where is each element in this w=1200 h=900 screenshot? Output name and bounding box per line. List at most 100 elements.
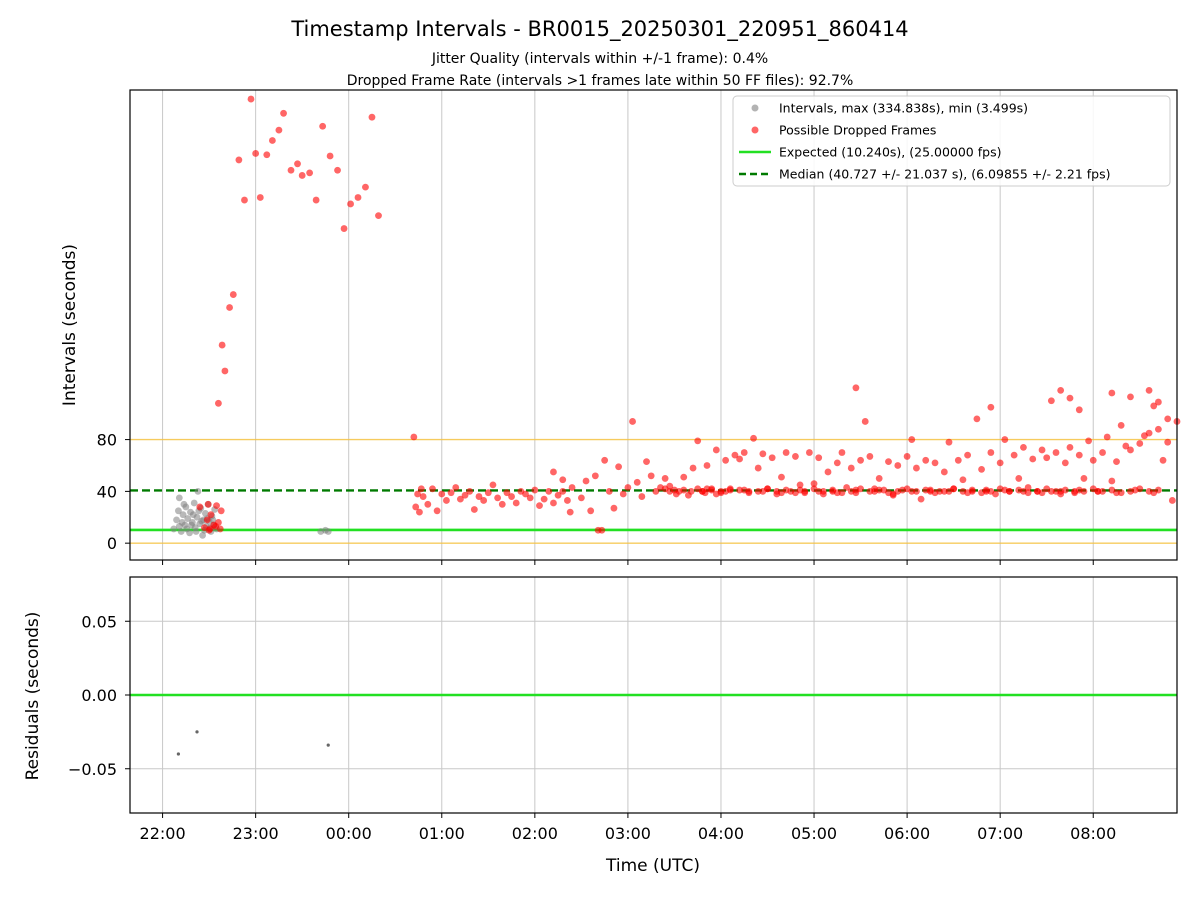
dropped-frame-point: [701, 489, 709, 497]
dropped-frame-point: [819, 487, 827, 495]
dropped-frame-point: [857, 456, 864, 464]
dropped-frame-point: [484, 489, 492, 497]
dropped-frame-point: [298, 172, 306, 179]
dropped-frame-point: [810, 485, 818, 493]
dropped-frame-point: [424, 500, 432, 508]
dropped-frame-point: [1127, 393, 1134, 401]
dropped-frame-point: [838, 449, 846, 456]
dropped-frame-point: [1052, 449, 1060, 456]
dropped-frame-point: [824, 468, 832, 476]
dropped-frame-point: [694, 437, 702, 445]
dropped-frame-point: [1136, 440, 1144, 447]
dropped-frame-point: [470, 506, 478, 513]
legend-entry-expected: Expected (10.240s), (25.00000 fps): [779, 145, 1001, 160]
dropped-frame-point: [1164, 415, 1172, 423]
interval-point: [324, 528, 332, 535]
dropped-frame-point: [275, 126, 283, 134]
legend-entry-dropped: Possible Dropped Frames: [779, 123, 936, 138]
dropped-frame-point: [740, 449, 748, 456]
dropped-frame-point: [559, 476, 567, 484]
x-tick-label: 06:00: [884, 824, 930, 843]
residuals-plot: −0.05 0.00 0.05 22:00 23:00 00:00 01:00 02:00 0…: [23, 576, 1178, 843]
dropped-frame-point: [235, 156, 243, 164]
dropped-frame-point: [996, 459, 1004, 467]
dropped-frame-point: [913, 487, 920, 495]
dropped-frame-point: [1038, 446, 1046, 454]
interval-point: [198, 517, 206, 525]
intervals-y-tick-label: 0: [107, 534, 117, 553]
dropped-frame-point: [703, 462, 711, 469]
dropped-frame-point: [577, 494, 585, 502]
dropped-frame-point: [1075, 451, 1083, 459]
dropped-frame-point: [1122, 442, 1130, 450]
interval-point: [209, 516, 217, 524]
legend-entry-median: Median (40.727 +/- 21.037 s), (6.09855 +…: [779, 167, 1110, 182]
dropped-frame-point: [215, 399, 222, 407]
dropped-frame-point: [959, 487, 967, 495]
dropped-frame-point: [768, 454, 776, 462]
residuals-y-ticks: −0.05 0.00 0.05: [68, 612, 130, 779]
dropped-frame-point: [1024, 484, 1032, 491]
dropped-frame-point: [545, 487, 553, 495]
intervals-y-ticks: 0 40 80: [97, 431, 130, 553]
dropped-frame-point: [512, 499, 520, 507]
dropped-frame-point: [833, 459, 841, 467]
dropped-frame-point: [414, 490, 421, 498]
dropped-frame-point: [950, 485, 958, 493]
residual-point: [195, 730, 199, 734]
dropped-frame-point: [661, 475, 669, 482]
dropped-frame-point: [638, 493, 646, 500]
interval-point: [175, 494, 183, 502]
dropped-frame-point: [1029, 455, 1037, 463]
dropped-frame-point: [1145, 386, 1153, 394]
dropped-frame-point: [1117, 489, 1125, 497]
dropped-frame-point: [624, 484, 632, 491]
dropped-frame-point: [410, 433, 418, 441]
intervals-x-ticks: [162, 560, 1094, 565]
dropped-frame-point: [429, 485, 436, 493]
dropped-frame-point: [652, 487, 660, 495]
dropped-frame-point: [204, 500, 212, 508]
interval-point: [178, 519, 186, 526]
dropped-frame-point: [340, 225, 348, 232]
dropped-frame-point: [922, 486, 930, 494]
dropped-frame-point: [217, 507, 225, 515]
dropped-frame-point: [726, 485, 734, 493]
dropped-frame-point: [852, 384, 860, 392]
dropped-frame-point: [1154, 398, 1162, 406]
dropped-frame-point: [838, 489, 846, 497]
dropped-frame-point: [229, 291, 237, 298]
dropped-frame-point: [1127, 446, 1134, 454]
dropped-frame-point: [903, 453, 911, 460]
dropped-frame-point: [412, 503, 420, 511]
dropped-frame-point: [417, 485, 425, 493]
dropped-frame-point: [347, 200, 354, 208]
intervals-points: [170, 95, 1181, 539]
legend-box: [732, 95, 1171, 187]
interval-point: [180, 500, 188, 508]
interval-point: [179, 511, 187, 519]
dropped-frame-point: [582, 477, 590, 485]
dropped-frame-point: [1154, 486, 1162, 494]
dropped-frame-point: [643, 458, 650, 465]
dropped-frame-point: [754, 487, 762, 495]
dropped-frame-point: [931, 459, 939, 467]
dropped-frame-point: [212, 522, 220, 530]
interval-point: [170, 525, 178, 533]
dropped-frame-point: [447, 489, 455, 497]
dropped-frame-point: [1150, 402, 1158, 410]
interval-point: [188, 521, 195, 529]
dropped-frame-point: [731, 451, 739, 459]
intervals-y-label: Intervals (seconds): [60, 244, 80, 406]
dropped-frame-point: [968, 486, 976, 494]
interval-point: [201, 509, 209, 517]
dropped-frame-point: [312, 196, 320, 204]
dropped-frame-point: [1113, 458, 1120, 465]
dropped-frame-point: [605, 487, 613, 495]
dropped-frame-point: [687, 487, 695, 495]
dropped-frame-point: [1071, 489, 1079, 497]
interval-point: [194, 487, 202, 495]
dropped-frame-point: [801, 487, 809, 495]
dropped-frame-point: [1061, 486, 1069, 494]
dropped-frame-point: [213, 502, 220, 510]
